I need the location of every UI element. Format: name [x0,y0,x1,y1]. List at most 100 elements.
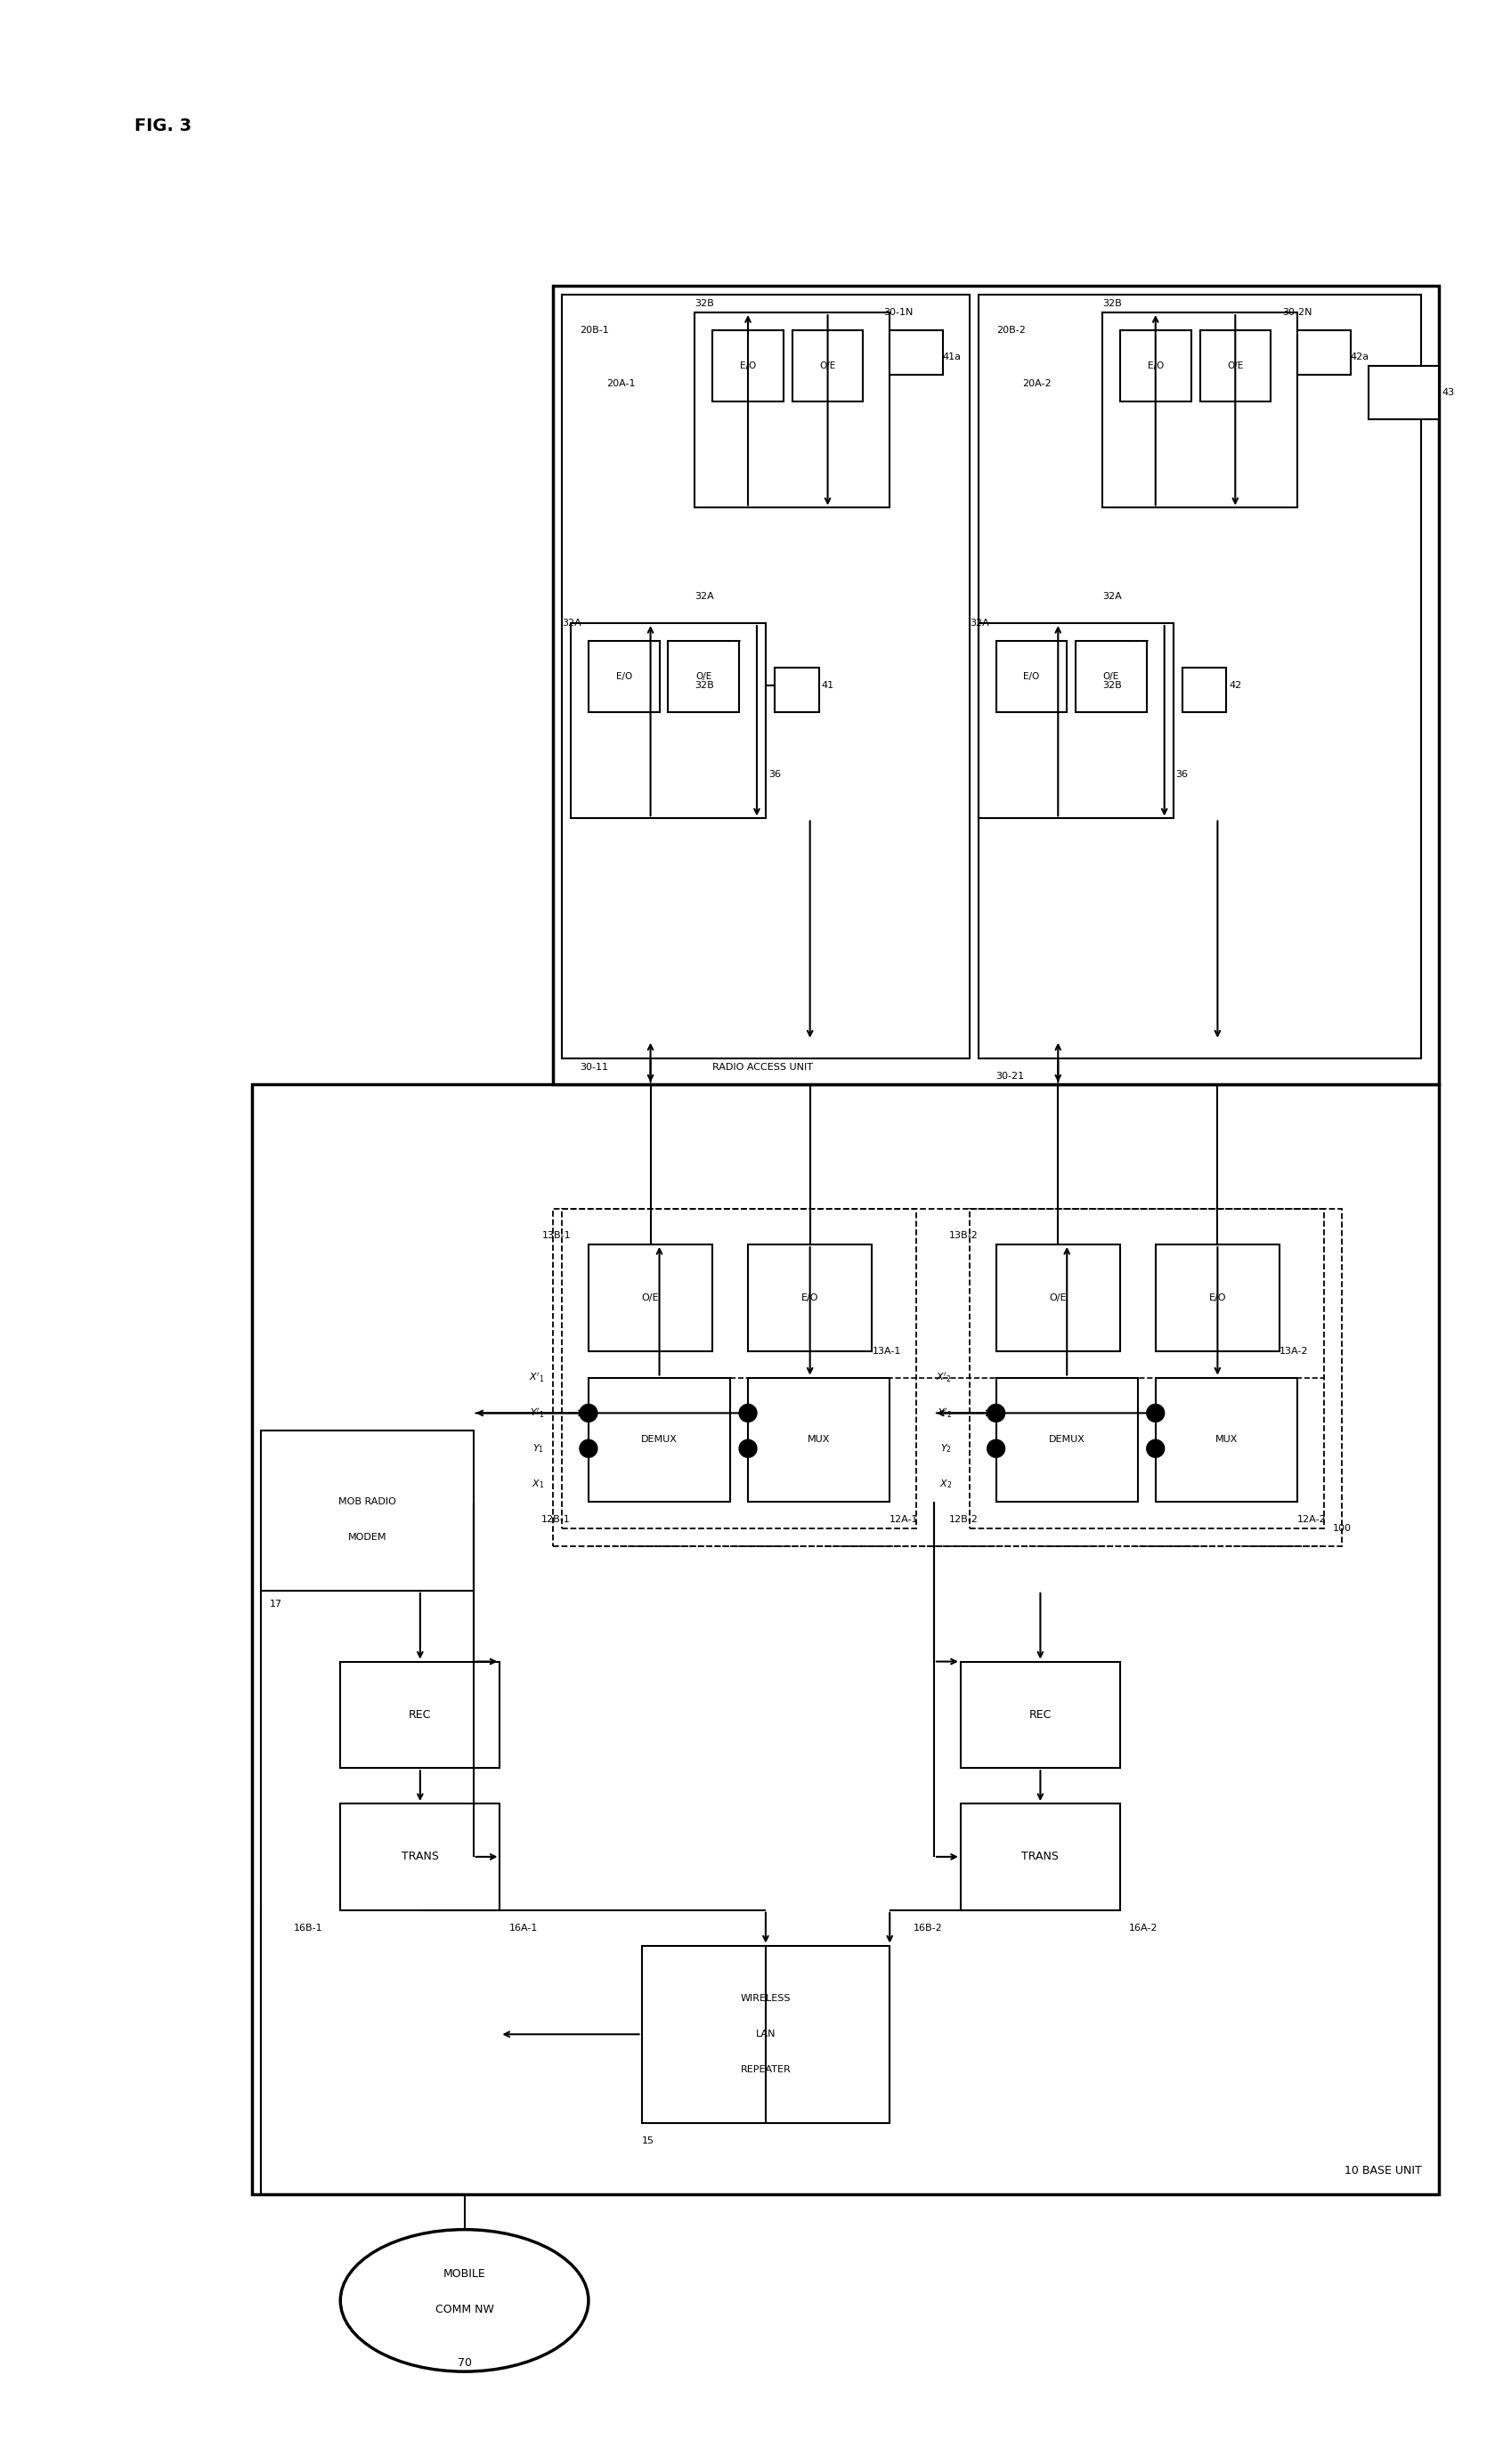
Text: 20A-2: 20A-2 [1022,379,1052,387]
FancyBboxPatch shape [340,1804,500,1910]
Text: WIRELESS: WIRELESS [741,1993,791,2003]
Text: 16A-1: 16A-1 [508,1924,538,1932]
FancyBboxPatch shape [1102,313,1297,508]
Text: 15: 15 [642,2136,654,2146]
Text: 13A-2: 13A-2 [1279,1345,1309,1355]
Text: E/O: E/O [616,673,633,680]
Text: 32B: 32B [1102,680,1121,690]
FancyBboxPatch shape [1368,365,1438,419]
Text: 36: 36 [1175,769,1189,779]
Ellipse shape [340,2230,589,2370]
Text: 70: 70 [457,2358,472,2368]
Text: 41: 41 [822,680,834,690]
FancyBboxPatch shape [642,1947,890,2124]
Text: 30-21: 30-21 [996,1072,1025,1079]
FancyBboxPatch shape [589,1244,712,1350]
Text: LAN: LAN [756,2030,776,2038]
Text: 12B-1: 12B-1 [541,1515,571,1525]
FancyBboxPatch shape [960,1661,1120,1769]
Text: 32B: 32B [694,298,714,308]
FancyBboxPatch shape [1156,1377,1297,1501]
Text: 30-11: 30-11 [580,1062,609,1072]
Text: 42: 42 [1229,680,1241,690]
Text: 13B-1: 13B-1 [541,1232,571,1239]
Text: $X'_1$: $X'_1$ [529,1370,544,1385]
FancyBboxPatch shape [748,1377,890,1501]
Circle shape [580,1404,597,1422]
Text: 13B-2: 13B-2 [950,1232,978,1239]
Text: MOB RADIO: MOB RADIO [338,1498,395,1506]
Text: O/E: O/E [1103,673,1120,680]
FancyBboxPatch shape [260,1432,473,1592]
FancyBboxPatch shape [996,1244,1120,1350]
Text: O/E: O/E [1049,1294,1067,1301]
FancyBboxPatch shape [960,1804,1120,1910]
FancyBboxPatch shape [1120,330,1190,402]
Text: O/E: O/E [642,1294,660,1301]
FancyBboxPatch shape [1156,1244,1279,1350]
FancyBboxPatch shape [694,313,890,508]
Text: $Y'_2$: $Y'_2$ [938,1407,951,1419]
Text: 10 BASE UNIT: 10 BASE UNIT [1344,2166,1422,2176]
Text: 17: 17 [269,1599,283,1609]
Text: O/E: O/E [1226,362,1243,370]
FancyBboxPatch shape [890,330,942,375]
FancyBboxPatch shape [748,1244,872,1350]
Text: 32A: 32A [694,591,714,601]
Text: E/O: E/O [1208,1294,1226,1301]
FancyBboxPatch shape [774,668,819,712]
FancyBboxPatch shape [562,296,969,1057]
Text: $Y'_1$: $Y'_1$ [529,1407,544,1419]
Circle shape [1147,1404,1165,1422]
Text: 16A-2: 16A-2 [1129,1924,1157,1932]
Text: TRANS: TRANS [401,1850,439,1863]
FancyBboxPatch shape [996,1377,1138,1501]
Text: $\cdot\cdot\cdot$: $\cdot\cdot\cdot$ [718,633,741,648]
FancyBboxPatch shape [589,641,660,712]
FancyBboxPatch shape [571,623,765,818]
Circle shape [987,1404,1006,1422]
Text: MOBILE: MOBILE [443,2269,485,2279]
Text: COMM NW: COMM NW [434,2304,494,2316]
Text: 32A: 32A [1102,591,1121,601]
Text: DEMUX: DEMUX [642,1434,678,1444]
Circle shape [580,1439,597,1456]
Text: $X_1$: $X_1$ [532,1478,544,1491]
Text: 20B-1: 20B-1 [580,325,609,335]
Text: 30-2N: 30-2N [1282,308,1312,318]
Text: 16B-1: 16B-1 [293,1924,323,1932]
Text: 41a: 41a [942,352,962,362]
Circle shape [739,1439,758,1456]
Text: 13A-1: 13A-1 [872,1345,900,1355]
FancyBboxPatch shape [1297,330,1350,375]
FancyBboxPatch shape [669,641,739,712]
Text: 32A: 32A [969,618,989,628]
Text: 32B: 32B [1102,298,1121,308]
Text: E/O: E/O [1147,362,1163,370]
Text: REPEATER: REPEATER [741,2065,791,2075]
FancyBboxPatch shape [978,296,1422,1057]
FancyBboxPatch shape [978,623,1174,818]
Text: $\cdot\cdot\cdot$: $\cdot\cdot\cdot$ [1126,633,1150,648]
Text: MODEM: MODEM [347,1533,386,1542]
Circle shape [1147,1439,1165,1456]
Text: 32B: 32B [694,680,714,690]
Text: $Y_1$: $Y_1$ [532,1441,544,1454]
Text: MUX: MUX [1214,1434,1237,1444]
FancyBboxPatch shape [996,641,1067,712]
FancyBboxPatch shape [1076,641,1147,712]
Text: FIG. 3: FIG. 3 [135,118,192,136]
FancyBboxPatch shape [589,1377,730,1501]
Text: RADIO ACCESS UNIT: RADIO ACCESS UNIT [712,1062,813,1072]
Text: REC: REC [1030,1710,1052,1720]
Text: O/E: O/E [696,673,712,680]
Text: O/E: O/E [819,362,836,370]
Text: E/O: E/O [1024,673,1040,680]
Text: 12B-2: 12B-2 [948,1515,978,1525]
Text: 100: 100 [1333,1523,1351,1533]
FancyBboxPatch shape [253,1084,1438,2193]
Text: $X_2$: $X_2$ [939,1478,951,1491]
FancyBboxPatch shape [712,330,783,402]
Text: REC: REC [409,1710,431,1720]
FancyBboxPatch shape [1181,668,1226,712]
